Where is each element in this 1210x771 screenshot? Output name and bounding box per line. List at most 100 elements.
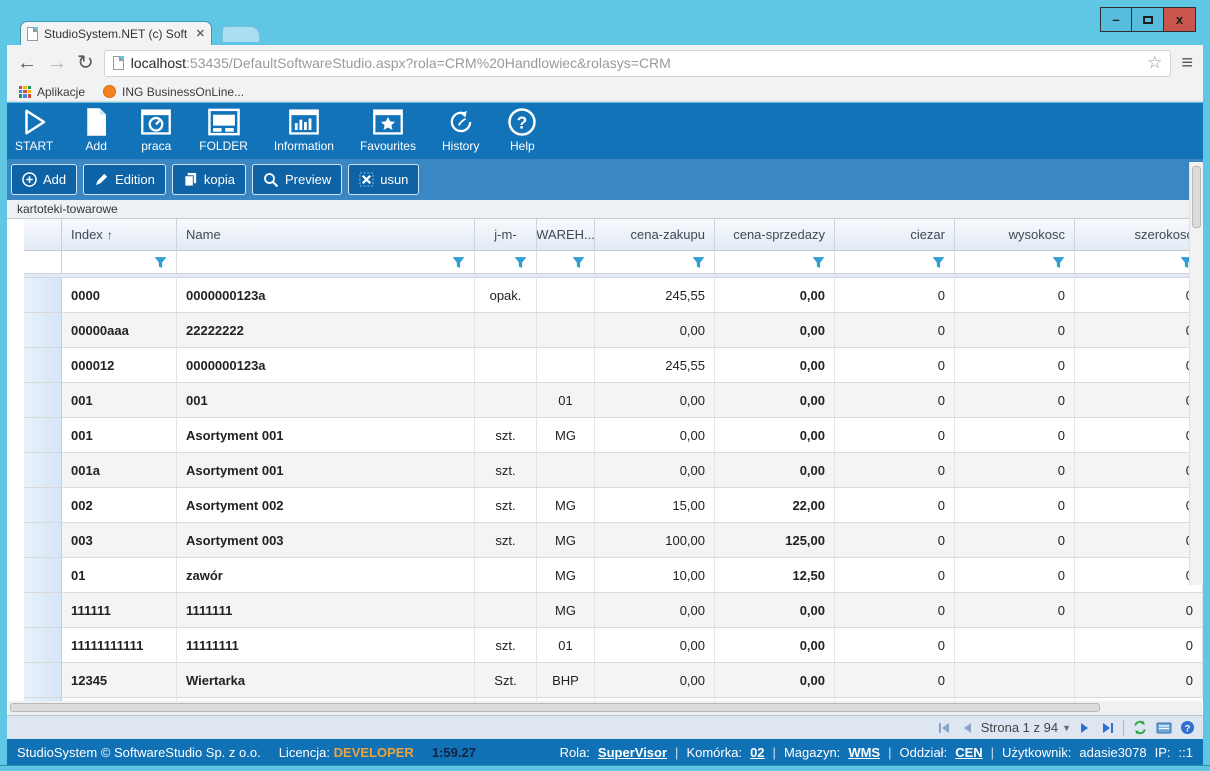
cell-cena-sprzedazy[interactable]: 0,00 [715, 313, 835, 348]
export-panel-icon[interactable] [1156, 721, 1172, 735]
cell-WAREH...[interactable]: MG [537, 488, 595, 523]
row-selector-cell[interactable] [24, 663, 62, 698]
cell-WAREH...[interactable]: BHP [537, 663, 595, 698]
cell-WAREH...[interactable] [537, 313, 595, 348]
row-selector-cell[interactable] [24, 418, 62, 453]
table-row[interactable]: 12345WiertarkaSzt.BHP0,000,0000 [24, 663, 1203, 698]
cell-cena-zakupu[interactable]: 10,00 [595, 558, 715, 593]
browser-tab[interactable]: StudioSystem.NET (c) Soft ✕ [20, 21, 212, 45]
cell-ciezar[interactable]: 0 [835, 278, 955, 313]
filter-cell-Name[interactable] [177, 251, 475, 274]
last-page-icon[interactable] [1099, 721, 1115, 735]
cell-wysokosc[interactable]: 0 [955, 488, 1075, 523]
cell-ciezar[interactable]: 0 [835, 663, 955, 698]
next-page-icon[interactable] [1079, 721, 1091, 735]
cell-WAREH...[interactable]: 01 [537, 628, 595, 663]
cell-szerokosc[interactable]: 0 [1075, 348, 1203, 383]
horizontal-scrollbar[interactable] [8, 701, 1202, 715]
cell-WAREH...[interactable]: 01 [537, 383, 595, 418]
cell-wysokosc[interactable]: 0 [955, 418, 1075, 453]
cell-Index[interactable]: 002 [62, 488, 177, 523]
cell-cena-sprzedazy[interactable]: 0,00 [715, 453, 835, 488]
cell-j-m-[interactable]: szt. [475, 418, 537, 453]
cell-ciezar[interactable]: 0 [835, 488, 955, 523]
cell-cena-zakupu[interactable]: 0,00 [595, 453, 715, 488]
page-dropdown-icon[interactable]: ▼ [1062, 723, 1071, 733]
refresh-icon[interactable]: ↻ [77, 53, 94, 73]
cell-cena-sprzedazy[interactable]: 0,00 [715, 278, 835, 313]
cell-Index[interactable]: 001 [62, 418, 177, 453]
cell-cena-zakupu[interactable]: 0,00 [595, 313, 715, 348]
row-selector-cell[interactable] [24, 313, 62, 348]
vertical-scrollbar-thumb[interactable] [1192, 166, 1201, 228]
cell-Index[interactable]: 0000 [62, 278, 177, 313]
cell-ciezar[interactable]: 0 [835, 313, 955, 348]
cell-szerokosc[interactable]: 0 [1075, 523, 1203, 558]
toolbar-item-add[interactable]: Add [79, 107, 113, 153]
cell-ciezar[interactable]: 0 [835, 383, 955, 418]
horizontal-scrollbar-thumb[interactable] [10, 703, 1100, 712]
cell-szerokosc[interactable]: 0 [1075, 278, 1203, 313]
cell-Name[interactable]: 1111111 [177, 593, 475, 628]
filter-cell-ciezar[interactable] [835, 251, 955, 274]
cell-Name[interactable]: 0000000123a [177, 278, 475, 313]
cell-wysokosc[interactable]: 0 [955, 348, 1075, 383]
url-bar[interactable]: localhost:53435/DefaultSoftwareStudio.as… [104, 50, 1172, 77]
cell-ciezar[interactable]: 0 [835, 628, 955, 663]
toolbar-item-information[interactable]: Information [274, 107, 334, 153]
url-text[interactable]: localhost:53435/DefaultSoftwareStudio.as… [131, 55, 1140, 71]
cell-cena-zakupu[interactable]: 0,00 [595, 418, 715, 453]
cell-Name[interactable]: 0000000123a [177, 348, 475, 383]
cell-WAREH...[interactable]: MG [537, 558, 595, 593]
column-header-j-m-[interactable]: j-m- [475, 219, 537, 251]
table-row[interactable]: 002Asortyment 002szt.MG15,0022,00000 [24, 488, 1203, 523]
cell-j-m-[interactable]: Szt. [475, 663, 537, 698]
cell-ciezar[interactable]: 0 [835, 453, 955, 488]
bookmark-apps[interactable]: Aplikacje [19, 85, 85, 99]
cell-j-m-[interactable] [475, 348, 537, 383]
cell-ciezar[interactable]: 0 [835, 593, 955, 628]
cell-szerokosc[interactable]: 0 [1075, 313, 1203, 348]
cell-ciezar[interactable]: 0 [835, 523, 955, 558]
cell-wysokosc[interactable]: 0 [955, 383, 1075, 418]
row-selector-cell[interactable] [24, 453, 62, 488]
toolbar-item-praca[interactable]: praca [139, 107, 173, 153]
cell-wysokosc[interactable]: 0 [955, 453, 1075, 488]
toolbar-item-favourites[interactable]: Favourites [360, 107, 416, 153]
oddzial-link[interactable]: CEN [955, 745, 982, 760]
cell-szerokosc[interactable]: 0 [1075, 663, 1203, 698]
cell-ciezar[interactable]: 0 [835, 418, 955, 453]
cell-WAREH...[interactable] [537, 453, 595, 488]
filter-cell-wysokosc[interactable] [955, 251, 1075, 274]
cell-j-m-[interactable] [475, 313, 537, 348]
cell-cena-zakupu[interactable]: 0,00 [595, 593, 715, 628]
cell-j-m-[interactable] [475, 593, 537, 628]
prev-page-icon[interactable] [961, 721, 973, 735]
cell-Name[interactable]: zawór [177, 558, 475, 593]
cell-Name[interactable]: Wiertarka [177, 663, 475, 698]
cell-j-m-[interactable]: szt. [475, 488, 537, 523]
table-row[interactable]: 00000000000123aopak.245,550,00000 [24, 278, 1203, 313]
cell-cena-sprzedazy[interactable]: 0,00 [715, 663, 835, 698]
cell-ciezar[interactable]: 0 [835, 348, 955, 383]
forward-icon[interactable]: → [47, 53, 67, 73]
page-indicator[interactable]: Strona 1 z 94▼ [981, 720, 1071, 735]
bookmark-ing[interactable]: ING BusinessOnLine... [103, 85, 244, 99]
cell-cena-zakupu[interactable]: 15,00 [595, 488, 715, 523]
column-header-szerokosc[interactable]: szerokosc [1075, 219, 1203, 251]
usun-button[interactable]: usun [348, 164, 419, 195]
table-row[interactable]: 1111111111111111111szt.010,000,0000 [24, 628, 1203, 663]
cell-j-m-[interactable] [475, 383, 537, 418]
cell-cena-sprzedazy[interactable]: 0,00 [715, 348, 835, 383]
cell-j-m-[interactable] [475, 558, 537, 593]
cell-cena-zakupu[interactable]: 245,55 [595, 278, 715, 313]
column-header-cena-zakupu[interactable]: cena-zakupu [595, 219, 715, 251]
vertical-scrollbar[interactable] [1189, 162, 1203, 585]
new-tab-button[interactable] [222, 26, 260, 42]
cell-Name[interactable]: 22222222 [177, 313, 475, 348]
cell-szerokosc[interactable]: 0 [1075, 488, 1203, 523]
maximize-button[interactable] [1132, 7, 1164, 32]
filter-cell-szerokosc[interactable] [1075, 251, 1203, 274]
table-row[interactable]: 1111111111111MG0,000,00000 [24, 593, 1203, 628]
cell-Name[interactable]: 001 [177, 383, 475, 418]
